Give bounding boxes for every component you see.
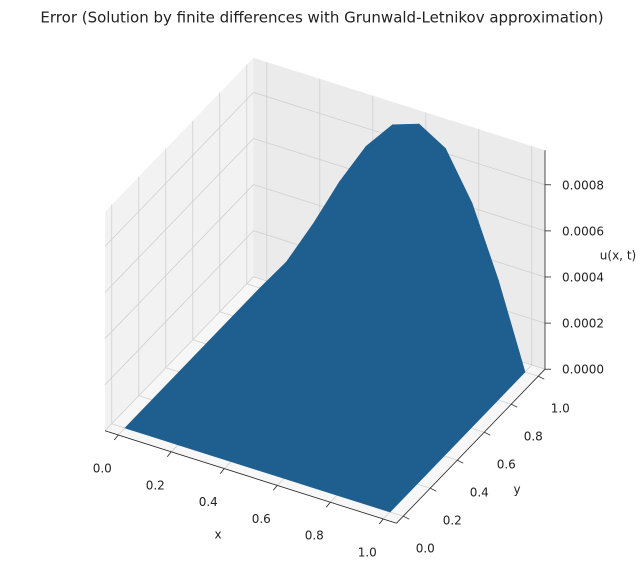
x-tick-label: 0.4 [199, 495, 218, 509]
x-axis-label: x [214, 528, 221, 542]
grid-line [104, 138, 254, 293]
x-tick-label: 0.8 [305, 529, 324, 543]
chart-title: Error (Solution by finite differences wi… [40, 9, 603, 27]
tick-mark [113, 434, 119, 441]
x-tick-label: 0.2 [146, 478, 165, 492]
tick-mark [325, 501, 331, 508]
grid-line [104, 230, 254, 385]
grid-line [104, 276, 254, 432]
tick-mark [457, 459, 464, 464]
tick-mark [484, 431, 491, 436]
y-tick-label: 0.6 [497, 458, 516, 472]
tick-mark [538, 375, 545, 380]
x-axis [104, 430, 397, 524]
z-tick-label: 0.0004 [562, 270, 604, 284]
z-tick-label: 0.0008 [562, 178, 604, 192]
surface-patch [363, 486, 404, 513]
left-pane [105, 57, 254, 431]
y-tick-label: 0.8 [524, 430, 543, 444]
tick-mark [430, 487, 437, 492]
x-tick-label: 1.0 [358, 546, 377, 560]
tick-mark [272, 485, 278, 491]
grid-line [104, 92, 254, 247]
z-axis-label: u(x, t) [600, 249, 636, 263]
tick-mark [166, 451, 172, 458]
y-axis-label: y [513, 483, 520, 497]
y-tick-label: 1.0 [551, 402, 570, 416]
x-tick-label: 0.6 [252, 512, 271, 526]
z-tick-label: 0.0000 [562, 363, 604, 377]
grid-line [104, 184, 254, 339]
y-axis [396, 368, 546, 524]
tick-mark [378, 518, 384, 525]
y-tick-label: 0.4 [470, 486, 489, 500]
tick-mark [219, 468, 225, 474]
z-tick-label: 0.0002 [562, 317, 604, 331]
tick-mark [511, 403, 518, 408]
y-tick-label: 0.2 [443, 514, 462, 528]
y-tick-label: 0.0 [416, 542, 435, 556]
z-tick-label: 0.0006 [562, 224, 604, 238]
x-tick-label: 0.0 [93, 462, 112, 476]
tick-mark [403, 515, 410, 520]
